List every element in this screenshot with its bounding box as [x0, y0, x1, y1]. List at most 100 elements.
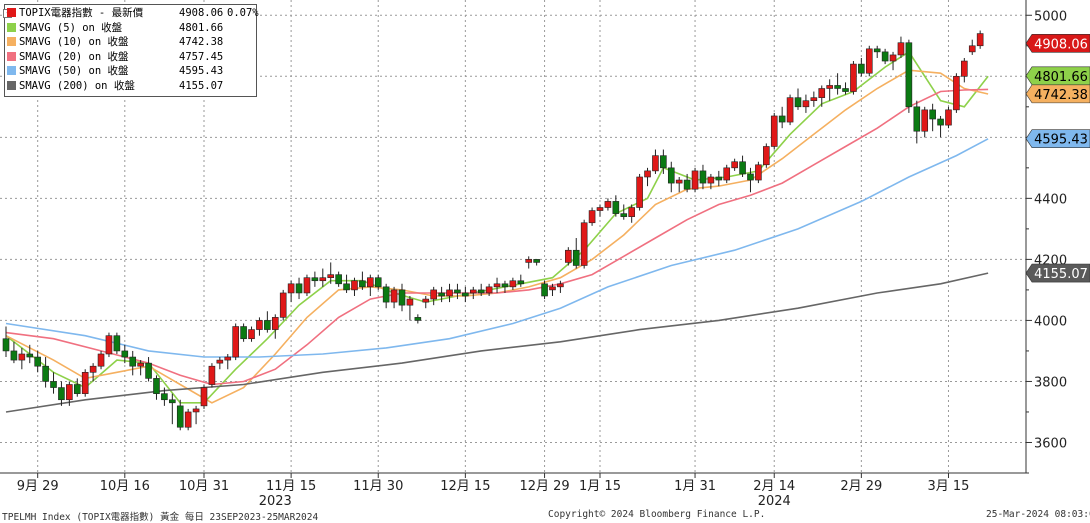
candle: [517, 274, 525, 287]
candle-body: [525, 259, 533, 263]
candle: [438, 286, 445, 303]
candle: [256, 317, 263, 336]
candle-body: [683, 179, 691, 190]
footer-timestamp: 25-Mar-2024 08:03:04: [986, 509, 1090, 520]
candle: [169, 393, 176, 425]
candle-body: [414, 317, 422, 321]
legend-swatch-sma200: [7, 80, 16, 90]
candle: [319, 268, 327, 287]
candle: [374, 274, 382, 290]
candle-body: [913, 106, 921, 132]
legend-change: 0.07%: [227, 7, 259, 19]
price-tag-box: [1025, 84, 1090, 104]
candle: [541, 280, 548, 300]
legend-value: 4742.38: [179, 36, 224, 49]
candle-body: [359, 280, 366, 288]
y-tick-label: 5000: [1034, 9, 1067, 24]
x-tick-label: 3月 15: [928, 479, 970, 494]
candle: [343, 274, 350, 293]
candle-body: [335, 274, 342, 285]
y-tick-label: 3800: [1034, 375, 1067, 390]
x-tick-label: 9月 29: [17, 479, 59, 494]
candle-body: [501, 283, 509, 288]
candle: [644, 167, 651, 187]
price-tag: 4742.38: [1025, 84, 1090, 104]
candle: [937, 115, 944, 138]
candle: [422, 296, 430, 309]
candle: [865, 45, 873, 77]
candle: [477, 283, 485, 297]
legend-label: SMAVG (50) on 收盤: [19, 65, 129, 78]
candle: [200, 384, 208, 409]
legend-swatch-sma5: [7, 22, 16, 32]
candle: [842, 82, 849, 95]
candle: [953, 73, 960, 113]
candle: [18, 347, 26, 370]
candle-body: [905, 42, 913, 108]
candle-body: [675, 179, 683, 184]
candle: [667, 161, 675, 193]
candle-body: [343, 283, 350, 291]
footer-security-info: TPELMH Index (TOPIX電器指數) 黃金 每日 23SEP2023…: [2, 512, 319, 523]
legend-item-sma10: SMAVG (10) on 收盤 4742.38: [7, 35, 254, 50]
candle: [620, 204, 628, 220]
candle-body: [430, 289, 437, 300]
candle: [834, 73, 841, 95]
candle: [691, 167, 699, 193]
candle-body: [18, 353, 26, 361]
candle: [913, 100, 921, 144]
candle-body: [612, 201, 620, 214]
candle-body: [921, 109, 929, 132]
legend-label: SMAVG (200) on 收盤: [19, 79, 135, 92]
price-tags: 4908.06 4801.66 4742.38 4595.43 4155.07: [1025, 34, 1090, 283]
candle: [683, 173, 691, 193]
candle-body: [271, 317, 279, 330]
candle-body: [105, 335, 113, 355]
candle-body: [58, 387, 65, 401]
candle-body: [810, 97, 818, 102]
candle-body: [976, 33, 984, 47]
x-year-label: 2024: [758, 494, 791, 509]
candle-body: [850, 63, 857, 92]
candle-body: [462, 292, 469, 297]
candle: [747, 167, 754, 193]
candle-body: [897, 42, 905, 56]
candle-body: [113, 335, 121, 352]
candle: [588, 207, 596, 226]
candle-body: [961, 60, 968, 77]
candle: [873, 45, 881, 58]
candle: [390, 286, 398, 309]
price-tag: 4155.07: [1025, 263, 1090, 283]
candle-body: [279, 292, 287, 318]
candle: [636, 173, 643, 211]
candle: [271, 314, 279, 339]
legend-swatch-price: [7, 8, 16, 17]
candle-body: [303, 277, 311, 294]
candle-body: [739, 161, 746, 175]
candle-body: [667, 167, 675, 184]
candle: [192, 405, 200, 425]
candle-body: [153, 378, 160, 394]
candle: [414, 314, 422, 324]
candle: [628, 204, 635, 223]
price-tag-label: 4801.66: [1034, 70, 1088, 85]
price-tag-box: [1025, 66, 1090, 86]
candle: [327, 262, 335, 284]
candle-body: [374, 277, 382, 288]
candle-body: [485, 286, 493, 294]
candle: [850, 61, 857, 95]
candle-body: [652, 155, 659, 172]
candle-body: [557, 283, 564, 288]
candle-body: [842, 88, 849, 92]
candle: [34, 350, 41, 373]
candle-body: [129, 356, 137, 367]
candle: [121, 344, 129, 364]
candle-body: [517, 280, 525, 285]
price-tag: 4801.66: [1025, 66, 1090, 86]
candle: [66, 381, 73, 406]
candle: [137, 360, 144, 376]
candle: [216, 357, 224, 370]
candle: [382, 283, 390, 309]
candle-body: [834, 85, 841, 89]
